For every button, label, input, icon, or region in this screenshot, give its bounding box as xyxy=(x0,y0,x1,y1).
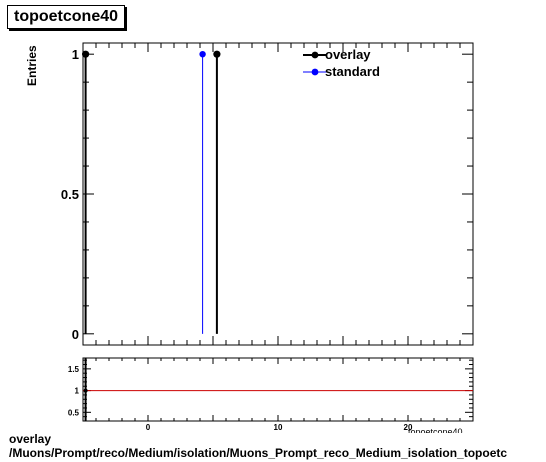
x-tick-label: 10 xyxy=(274,423,283,432)
y-tick-label: 0.5 xyxy=(61,187,79,202)
plot-frame xyxy=(82,42,474,346)
ratio-plot: 0.5 1 1.5 0 10 20 xyxy=(68,357,474,432)
x-axis-label: topoetcone40 xyxy=(408,427,463,433)
legend-marker-standard xyxy=(311,68,319,76)
data-point-standard xyxy=(199,50,206,58)
ratio-y-tick-label: 1 xyxy=(75,387,80,396)
x-tick-label: 20 xyxy=(404,423,413,432)
ratio-y-tick-label: 1.5 xyxy=(68,365,80,374)
data-point-overlay xyxy=(213,50,221,58)
data-point-overlay xyxy=(82,50,90,58)
caption-line-1: overlay xyxy=(9,432,52,446)
y-tick-label: 0 xyxy=(72,327,79,342)
caption-line-2: /Muons/Prompt/reco/Medium/isolation/Muon… xyxy=(9,446,508,460)
legend-marker-overlay xyxy=(311,51,319,59)
ratio-point xyxy=(83,388,88,393)
main-plot: 0 0.5 1 overlay standard xyxy=(61,42,474,346)
legend-label-standard: standard xyxy=(325,64,380,79)
plot-title: topoetcone40 xyxy=(7,5,126,29)
x-tick-label: 0 xyxy=(146,423,151,432)
ratio-frame xyxy=(82,357,474,422)
ratio-y-tick-label: 0.5 xyxy=(68,408,80,417)
y-tick-label: 1 xyxy=(72,47,79,62)
legend-label-overlay: overlay xyxy=(325,47,371,62)
